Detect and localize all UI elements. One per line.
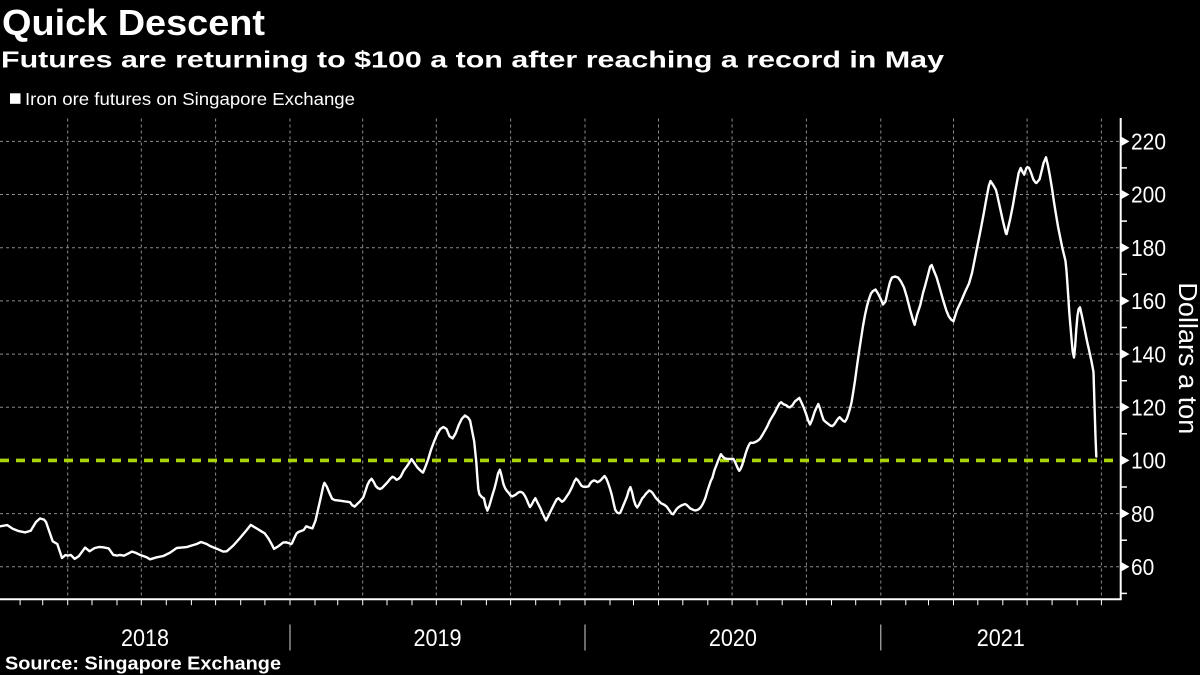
svg-text:180: 180 [1131,235,1166,261]
svg-text:Dollars a ton: Dollars a ton [1173,282,1200,434]
svg-text:2020: 2020 [709,625,757,652]
svg-text:160: 160 [1131,288,1166,314]
svg-text:220: 220 [1131,129,1166,155]
svg-text:2021: 2021 [977,625,1025,652]
svg-text:100: 100 [1131,448,1166,474]
svg-text:200: 200 [1131,182,1166,208]
svg-text:60: 60 [1131,554,1154,580]
svg-text:Iron ore futures on Singapore: Iron ore futures on Singapore Exchange [25,89,355,109]
svg-text:2019: 2019 [414,625,462,652]
svg-text:Quick Descent: Quick Descent [2,2,265,43]
svg-text:120: 120 [1131,395,1166,421]
svg-text:Source: Singapore Exchange: Source: Singapore Exchange [5,654,281,674]
svg-text:Futures are returning to $100: Futures are returning to $100 a ton afte… [1,47,944,73]
svg-text:2018: 2018 [121,625,169,652]
svg-text:80: 80 [1131,501,1154,527]
svg-text:140: 140 [1131,341,1166,367]
